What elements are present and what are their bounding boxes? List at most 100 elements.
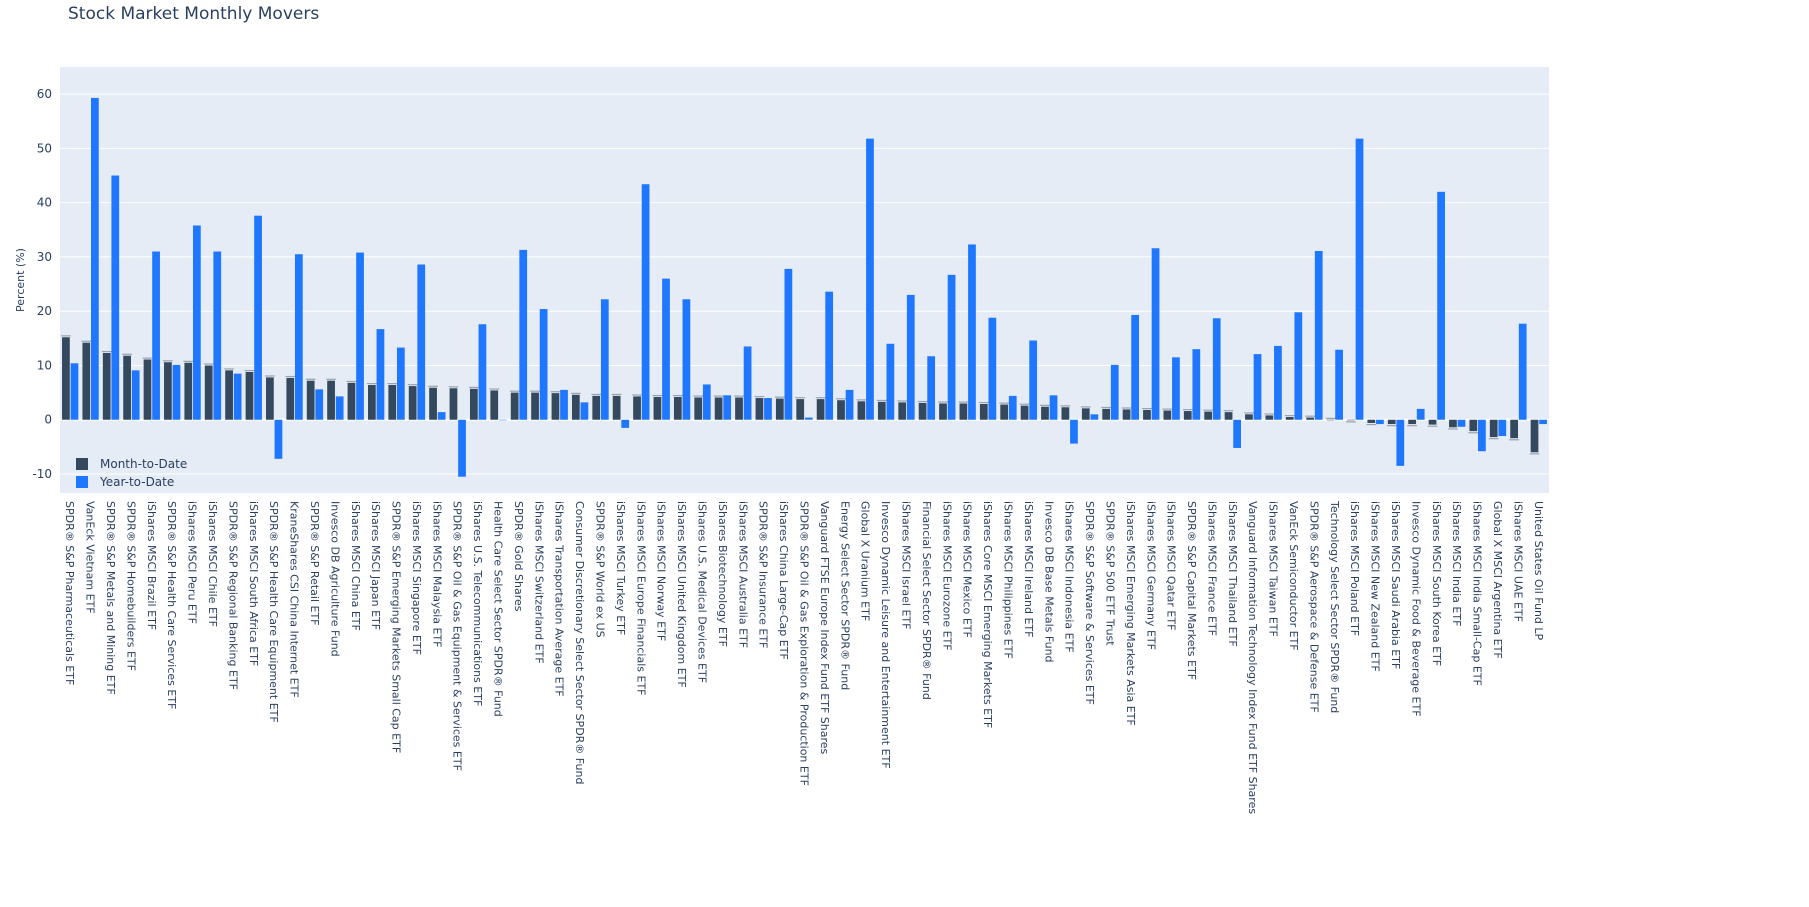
bar-year-to-date[interactable] (192, 225, 201, 420)
bar-year-to-date[interactable] (1029, 340, 1038, 420)
bar-year-to-date[interactable] (702, 384, 711, 420)
bar-month-to-date[interactable] (775, 398, 784, 420)
bar-month-to-date[interactable] (592, 395, 601, 420)
bar-year-to-date[interactable] (743, 346, 752, 420)
bar-month-to-date[interactable] (694, 397, 703, 420)
bar-year-to-date[interactable] (825, 291, 834, 420)
bar-year-to-date[interactable] (600, 299, 609, 420)
bar-month-to-date[interactable] (816, 399, 825, 420)
bar-month-to-date[interactable] (1204, 411, 1213, 420)
bar-month-to-date[interactable] (102, 352, 111, 420)
bar-month-to-date[interactable] (367, 385, 376, 420)
bar-month-to-date[interactable] (266, 377, 274, 420)
bar-month-to-date[interactable] (286, 377, 295, 420)
bar-month-to-date[interactable] (571, 394, 580, 420)
bar-year-to-date[interactable] (906, 294, 915, 420)
bar-month-to-date[interactable] (62, 337, 70, 420)
bar-month-to-date[interactable] (1510, 419, 1518, 439)
bar-month-to-date[interactable] (1489, 419, 1498, 438)
bar-month-to-date[interactable] (837, 400, 845, 420)
bar-year-to-date[interactable] (968, 244, 976, 420)
bar-year-to-date[interactable] (1498, 419, 1507, 437)
bar-month-to-date[interactable] (82, 342, 91, 420)
bar-month-to-date[interactable] (1081, 408, 1090, 420)
bar-year-to-date[interactable] (1457, 419, 1466, 427)
bar-year-to-date[interactable] (1355, 138, 1364, 420)
bar-month-to-date[interactable] (1428, 419, 1437, 425)
bar-month-to-date[interactable] (735, 397, 743, 420)
bar-month-to-date[interactable] (449, 388, 458, 420)
bar-month-to-date[interactable] (1306, 417, 1315, 420)
bar-year-to-date[interactable] (1294, 312, 1303, 420)
bar-month-to-date[interactable] (612, 395, 621, 420)
bar-year-to-date[interactable] (1396, 419, 1405, 466)
bar-year-to-date[interactable] (335, 396, 344, 420)
bar-year-to-date[interactable] (478, 324, 487, 420)
bar-year-to-date[interactable] (1314, 250, 1323, 420)
bar-month-to-date[interactable] (959, 403, 968, 420)
bar-year-to-date[interactable] (1416, 408, 1425, 420)
bar-year-to-date[interactable] (233, 373, 242, 420)
bar-year-to-date[interactable] (1335, 349, 1343, 420)
bar-year-to-date[interactable] (1192, 349, 1201, 420)
bar-month-to-date[interactable] (1143, 409, 1151, 420)
bar-year-to-date[interactable] (580, 402, 589, 420)
bar-year-to-date[interactable] (1233, 419, 1242, 448)
bar-month-to-date[interactable] (184, 362, 193, 420)
bar-month-to-date[interactable] (347, 382, 356, 420)
bar-year-to-date[interactable] (723, 395, 732, 420)
bar-year-to-date[interactable] (1478, 419, 1486, 452)
bar-year-to-date[interactable] (315, 389, 324, 420)
bar-month-to-date[interactable] (1102, 408, 1111, 420)
bar-month-to-date[interactable] (1163, 410, 1172, 420)
bar-month-to-date[interactable] (123, 355, 131, 420)
bar-year-to-date[interactable] (621, 419, 630, 428)
bar-month-to-date[interactable] (1408, 419, 1417, 425)
bar-month-to-date[interactable] (633, 396, 641, 420)
bar-month-to-date[interactable] (388, 385, 397, 420)
bar-month-to-date[interactable] (1285, 417, 1294, 420)
bar-year-to-date[interactable] (111, 175, 120, 420)
bar-year-to-date[interactable] (641, 184, 650, 420)
bar-year-to-date[interactable] (1539, 419, 1547, 425)
bar-month-to-date[interactable] (1245, 414, 1253, 420)
bar-month-to-date[interactable] (877, 401, 886, 420)
bar-year-to-date[interactable] (845, 389, 854, 420)
bar-month-to-date[interactable] (979, 404, 988, 420)
bar-month-to-date[interactable] (327, 380, 335, 420)
bar-year-to-date[interactable] (1212, 318, 1221, 420)
bar-year-to-date[interactable] (1518, 323, 1527, 420)
bar-year-to-date[interactable] (437, 412, 446, 420)
bar-year-to-date[interactable] (396, 347, 405, 420)
bar-year-to-date[interactable] (662, 278, 670, 420)
bar-month-to-date[interactable] (1020, 405, 1029, 420)
bar-year-to-date[interactable] (1049, 395, 1058, 420)
bar-month-to-date[interactable] (918, 402, 927, 420)
bar-year-to-date[interactable] (519, 249, 528, 420)
bar-month-to-date[interactable] (1122, 409, 1131, 420)
bar-year-to-date[interactable] (1274, 345, 1282, 420)
bar-month-to-date[interactable] (469, 388, 478, 420)
bar-year-to-date[interactable] (376, 329, 385, 420)
bar-month-to-date[interactable] (204, 365, 213, 420)
bar-year-to-date[interactable] (764, 398, 772, 420)
bar-month-to-date[interactable] (796, 399, 805, 420)
bar-year-to-date[interactable] (804, 417, 813, 420)
bar-month-to-date[interactable] (653, 396, 662, 420)
bar-month-to-date[interactable] (714, 397, 723, 420)
bar-month-to-date[interactable] (1387, 419, 1396, 425)
bar-month-to-date[interactable] (164, 362, 172, 420)
bar-month-to-date[interactable] (531, 392, 539, 420)
bar-year-to-date[interactable] (172, 364, 181, 420)
bar-month-to-date[interactable] (306, 380, 315, 420)
bar-year-to-date[interactable] (70, 363, 79, 420)
bar-year-to-date[interactable] (784, 268, 793, 420)
bar-year-to-date[interactable] (274, 419, 283, 459)
bar-month-to-date[interactable] (673, 396, 682, 420)
bar-month-to-date[interactable] (408, 386, 417, 420)
bar-year-to-date[interactable] (91, 97, 99, 420)
bar-year-to-date[interactable] (866, 138, 874, 420)
bar-year-to-date[interactable] (886, 343, 895, 420)
bar-month-to-date[interactable] (1347, 419, 1355, 421)
bar-month-to-date[interactable] (143, 359, 152, 420)
